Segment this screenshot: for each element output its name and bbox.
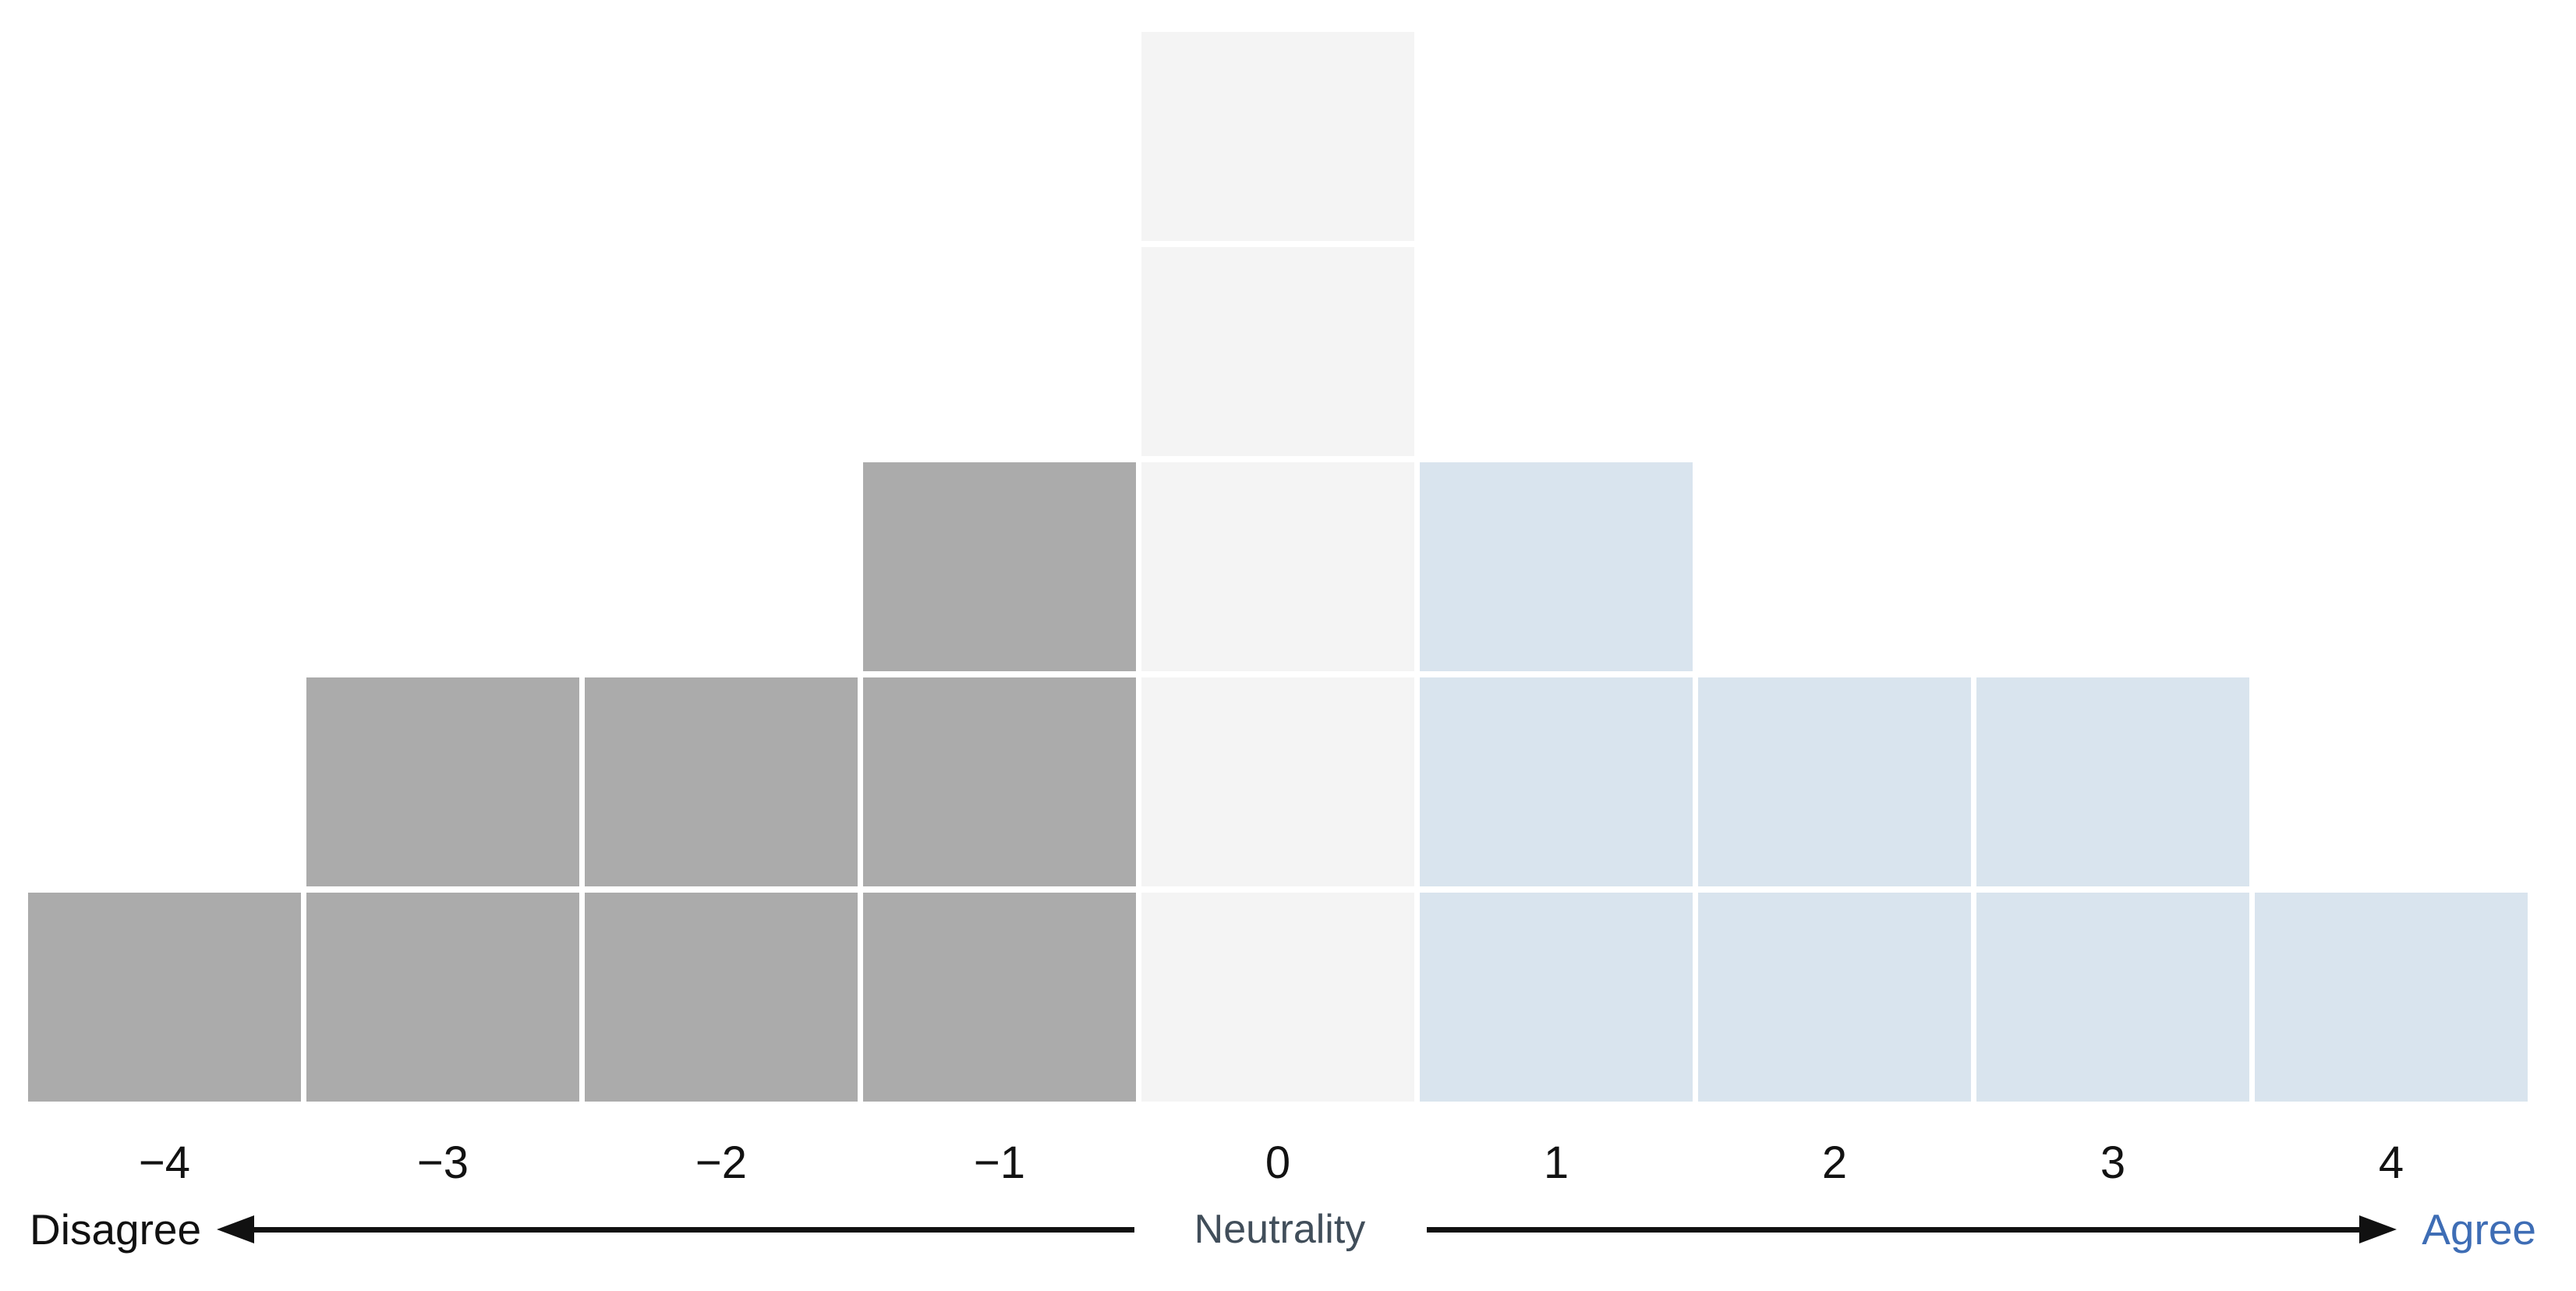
unit-block: [1141, 32, 1414, 241]
unit-block: [1420, 893, 1693, 1102]
unit-block: [306, 893, 579, 1102]
right-arrow-line: [1427, 1227, 2362, 1233]
x-tick-label: 3: [2100, 1137, 2126, 1188]
right-arrow-head-icon: [2359, 1215, 2397, 1243]
bar-column-2: [1698, 677, 1971, 1102]
unit-block: [1141, 893, 1414, 1102]
axis-center-label: Neutrality: [1194, 1207, 1366, 1252]
unit-block: [1698, 893, 1971, 1102]
x-tick-label: 1: [1543, 1137, 1569, 1188]
bar-column-0: [1141, 32, 1414, 1102]
unit-block: [585, 677, 858, 886]
x-tick-label: −3: [416, 1137, 469, 1188]
bar-column-neg2: [585, 677, 858, 1102]
axis-left-label: Disagree: [30, 1205, 202, 1254]
unit-block: [306, 677, 579, 886]
x-tick-label: −1: [973, 1137, 1026, 1188]
bar-column-1: [1420, 462, 1693, 1102]
x-tick-label: 0: [1265, 1137, 1291, 1188]
left-arrow-head-icon: [217, 1215, 254, 1243]
unit-block: [1976, 893, 2249, 1102]
unit-block: [1141, 462, 1414, 671]
bar-column-neg4: [28, 893, 301, 1102]
unit-block: [1698, 677, 1971, 886]
unit-block: [1141, 247, 1414, 456]
unit-block: [28, 893, 301, 1102]
unit-block: [863, 677, 1136, 886]
unit-block: [1420, 462, 1693, 671]
unit-block: [1976, 677, 2249, 886]
bar-column-neg3: [306, 677, 579, 1102]
bar-column-4: [2255, 893, 2528, 1102]
unit-block: [1141, 677, 1414, 886]
unit-block: [1420, 677, 1693, 886]
unit-block: [585, 893, 858, 1102]
bar-column-3: [1976, 677, 2249, 1102]
left-arrow-line: [242, 1227, 1134, 1233]
unit-block: [2255, 893, 2528, 1102]
unit-block: [863, 893, 1136, 1102]
unit-block: [863, 462, 1136, 671]
x-tick-label: −4: [138, 1137, 191, 1188]
x-tick-label: −2: [695, 1137, 748, 1188]
axis-right-label: Agree: [2422, 1205, 2536, 1254]
x-tick-label: 2: [1821, 1137, 1848, 1188]
bar-column-neg1: [863, 462, 1136, 1102]
x-tick-label: 4: [2378, 1137, 2404, 1188]
